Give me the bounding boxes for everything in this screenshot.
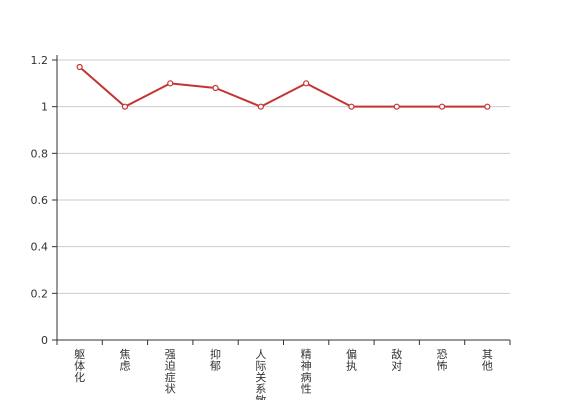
y-tick-label: 0.4 bbox=[31, 241, 49, 254]
y-tick-label: 1.2 bbox=[31, 54, 49, 67]
data-point bbox=[167, 80, 174, 87]
y-tick-label: 1 bbox=[41, 101, 48, 114]
grid-lines bbox=[57, 59, 510, 294]
x-tick-label: 其他 bbox=[482, 348, 493, 373]
axes bbox=[52, 55, 511, 345]
y-tick-labels: 0 0.2 0.4 0.6 0.8 1 1.2 bbox=[31, 54, 49, 347]
x-tick-label: 躯体化 bbox=[74, 348, 85, 384]
x-tick-label: 偏执 bbox=[346, 347, 357, 373]
y-tick-label: 0.6 bbox=[31, 194, 49, 207]
data-point bbox=[393, 103, 400, 110]
x-tick-label: 焦虑 bbox=[119, 348, 130, 373]
x-tick-label: 恐怖 bbox=[437, 348, 448, 373]
y-tick-label: 0 bbox=[41, 334, 48, 347]
data-point bbox=[438, 103, 446, 110]
data-point bbox=[484, 103, 491, 110]
x-tick-labels: 躯体化 焦虑 强迫症状 抑郁 人际关系敏感 精神病性 偏执 敌对 恐怖 其他 bbox=[74, 347, 493, 400]
data-point bbox=[257, 103, 264, 110]
x-tick-label: 精神病性 bbox=[301, 348, 312, 396]
data-point bbox=[76, 63, 83, 71]
series bbox=[76, 63, 491, 110]
x-tick-label: 抑郁 bbox=[210, 347, 221, 373]
data-point bbox=[121, 103, 129, 110]
data-point bbox=[348, 103, 355, 110]
x-tick-label: 人际关系敏感 bbox=[255, 348, 266, 400]
y-tick-label: 0.8 bbox=[31, 147, 49, 160]
y-tick-label: 0.2 bbox=[31, 287, 49, 300]
series-line bbox=[78, 66, 488, 108]
data-point bbox=[303, 80, 310, 87]
x-tick-label: 敌对 bbox=[391, 347, 402, 373]
x-tick-label: 强迫症状 bbox=[165, 348, 176, 396]
data-point bbox=[212, 84, 219, 92]
